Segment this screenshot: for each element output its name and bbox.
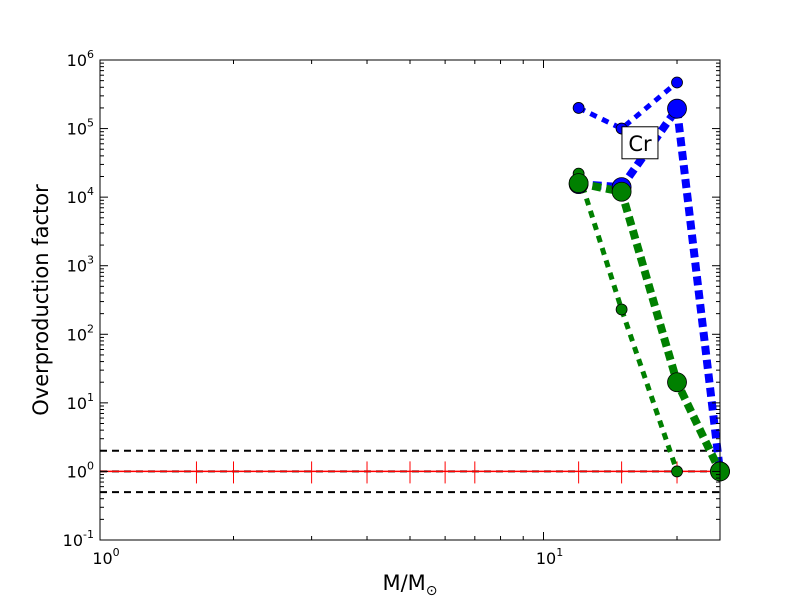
y-tick-label: 100 bbox=[67, 459, 94, 481]
y-tick-label-exponent: 0 bbox=[87, 459, 94, 472]
reference-lines bbox=[100, 449, 721, 494]
data-point bbox=[671, 76, 683, 89]
y-tick-label-exponent: -1 bbox=[83, 528, 94, 541]
y-tick-label: 105 bbox=[67, 117, 94, 139]
plot-frame bbox=[99, 59, 721, 541]
data-point bbox=[667, 372, 687, 393]
y-tick-label-exponent: 6 bbox=[87, 48, 94, 61]
y-tick-label-exponent: 3 bbox=[87, 254, 94, 267]
series-line-0 bbox=[577, 80, 679, 132]
data-point bbox=[572, 102, 585, 114]
y-axis-title: Overproduction factor bbox=[29, 184, 53, 416]
y-tick-label-base: 10 bbox=[67, 325, 87, 344]
x-axis-title-main: M/M bbox=[382, 571, 425, 595]
data-point bbox=[568, 173, 589, 194]
y-tick-label: 106 bbox=[67, 48, 94, 70]
y-tick-label: 103 bbox=[67, 254, 94, 276]
x-tick-label-exponent: 0 bbox=[113, 546, 120, 559]
annotation-frame bbox=[621, 126, 659, 160]
annotation-label: Cr bbox=[628, 132, 652, 156]
y-tick-label-base: 10 bbox=[67, 188, 87, 207]
series-line-3 bbox=[577, 179, 724, 474]
x-tick-label-exponent: 1 bbox=[556, 546, 563, 559]
annotation-box: Cr bbox=[621, 126, 659, 160]
y-tick-label-base: 10 bbox=[67, 462, 87, 481]
y-tick-label-exponent: 2 bbox=[87, 322, 94, 335]
x-tick-label: 100 bbox=[92, 546, 119, 568]
y-tick-label-base: 10 bbox=[67, 257, 87, 276]
data-point bbox=[615, 303, 628, 316]
y-tick-label-base: 10 bbox=[67, 51, 87, 70]
y-tick-label-base: 10 bbox=[63, 531, 83, 550]
data-point bbox=[671, 465, 683, 478]
y-tick-label: 101 bbox=[67, 391, 94, 413]
y-tick-label-exponent: 4 bbox=[87, 185, 94, 198]
x-axis-title: M/M⊙ bbox=[382, 571, 437, 599]
x-tick-label: 101 bbox=[536, 546, 563, 568]
data-point bbox=[667, 98, 687, 119]
y-tick-label: 104 bbox=[67, 185, 94, 207]
y-tick-label: 10-1 bbox=[63, 528, 94, 550]
data-series bbox=[568, 76, 730, 482]
data-point bbox=[611, 181, 632, 202]
x-tick-label-base: 10 bbox=[92, 549, 112, 568]
x-axis-title-sub: ⊙ bbox=[426, 583, 438, 599]
y-tick-label-base: 10 bbox=[67, 120, 87, 139]
y-tick-label-exponent: 1 bbox=[87, 391, 94, 404]
y-tick-label: 102 bbox=[67, 322, 94, 344]
x-tick-label-base: 10 bbox=[536, 549, 556, 568]
y-tick-label-base: 10 bbox=[67, 394, 87, 413]
y-tick-label-exponent: 5 bbox=[87, 117, 94, 130]
